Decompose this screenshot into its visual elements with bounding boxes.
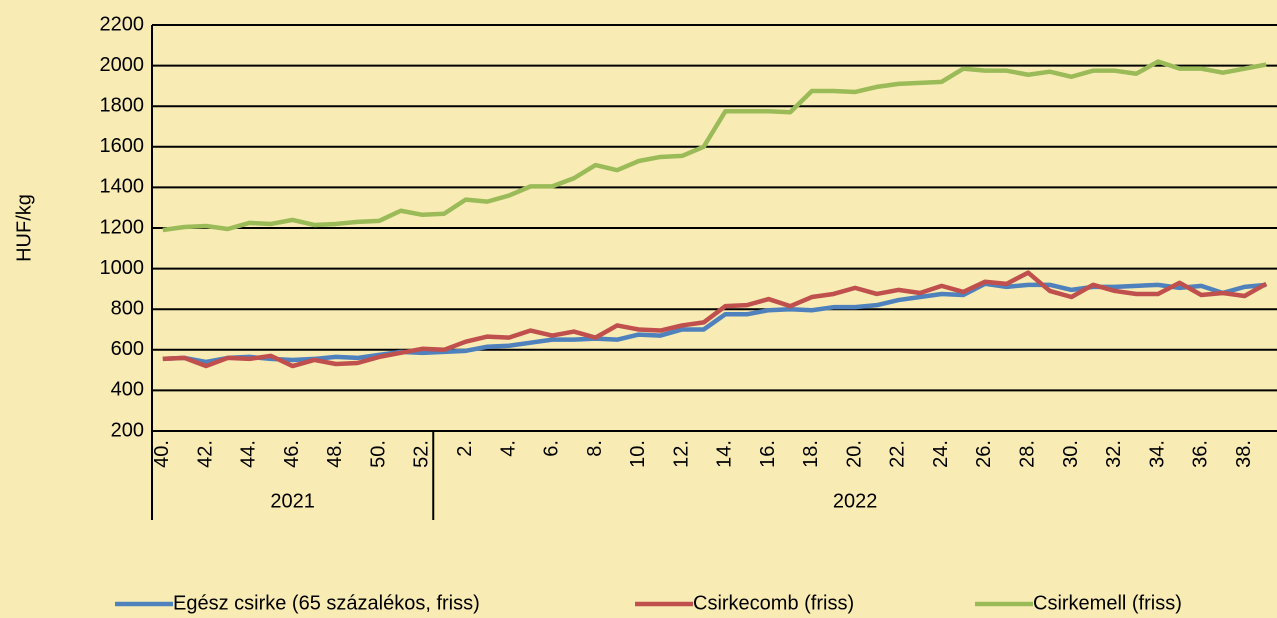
- y-tick-label: 1000: [100, 257, 145, 279]
- x-tick-label: 8.: [584, 440, 606, 457]
- x-tick-label: 4.: [497, 440, 519, 457]
- y-tick-label: 2200: [100, 13, 145, 35]
- x-tick-label: 32.: [1103, 440, 1125, 468]
- x-tick-label: 22.: [887, 440, 909, 468]
- x-tick-label: 24.: [930, 440, 952, 468]
- x-tick-label: 52.: [411, 440, 433, 468]
- x-tick-label: 28.: [1016, 440, 1038, 468]
- y-tick-label: 1800: [100, 94, 145, 116]
- x-tick-label: 50.: [367, 440, 389, 468]
- x-tick-label: 14.: [714, 440, 736, 468]
- x-tick-label: 6.: [541, 440, 563, 457]
- x-tick-label: 46.: [281, 440, 303, 468]
- legend-label: Csirkecomb (friss): [693, 592, 854, 614]
- x-tick-label: 40.: [151, 440, 173, 468]
- x-tick-label: 44.: [238, 440, 260, 468]
- x-tick-label: 26.: [973, 440, 995, 468]
- data-line: [162, 59, 1267, 233]
- y-tick-label: 1200: [100, 216, 145, 238]
- x-tick-label: 16.: [757, 440, 779, 468]
- x-tick-label: 2.: [454, 440, 476, 457]
- y-tick-label: 600: [111, 338, 144, 360]
- group-label: 2021: [270, 490, 315, 512]
- y-tick-label: 400: [111, 379, 144, 401]
- y-tick-label: 1600: [100, 135, 145, 157]
- x-tick-label: 12.: [670, 440, 692, 468]
- x-tick-label: 30.: [1060, 440, 1082, 468]
- x-tick-label: 48.: [324, 440, 346, 468]
- x-tick-label: 36.: [1190, 440, 1212, 468]
- x-tick-label: 20.: [843, 440, 865, 468]
- group-label: 2022: [833, 490, 878, 512]
- x-tick-label: 38.: [1233, 440, 1255, 468]
- y-tick-label: 2000: [100, 54, 145, 76]
- x-tick-label: 10.: [627, 440, 649, 468]
- y-tick-label: 200: [111, 419, 144, 441]
- x-tick-label: 34.: [1146, 440, 1168, 468]
- x-tick-label: 18.: [800, 440, 822, 468]
- y-axis-label: HUF/kg: [13, 194, 35, 262]
- x-tick-label: 42.: [194, 440, 216, 468]
- y-tick-label: 800: [111, 297, 144, 319]
- legend-label: Csirkemell (friss): [1033, 592, 1182, 614]
- legend-label: Egész csirke (65 százalékos, friss): [173, 592, 480, 614]
- data-line: [162, 270, 1268, 369]
- y-tick-label: 1400: [100, 176, 145, 198]
